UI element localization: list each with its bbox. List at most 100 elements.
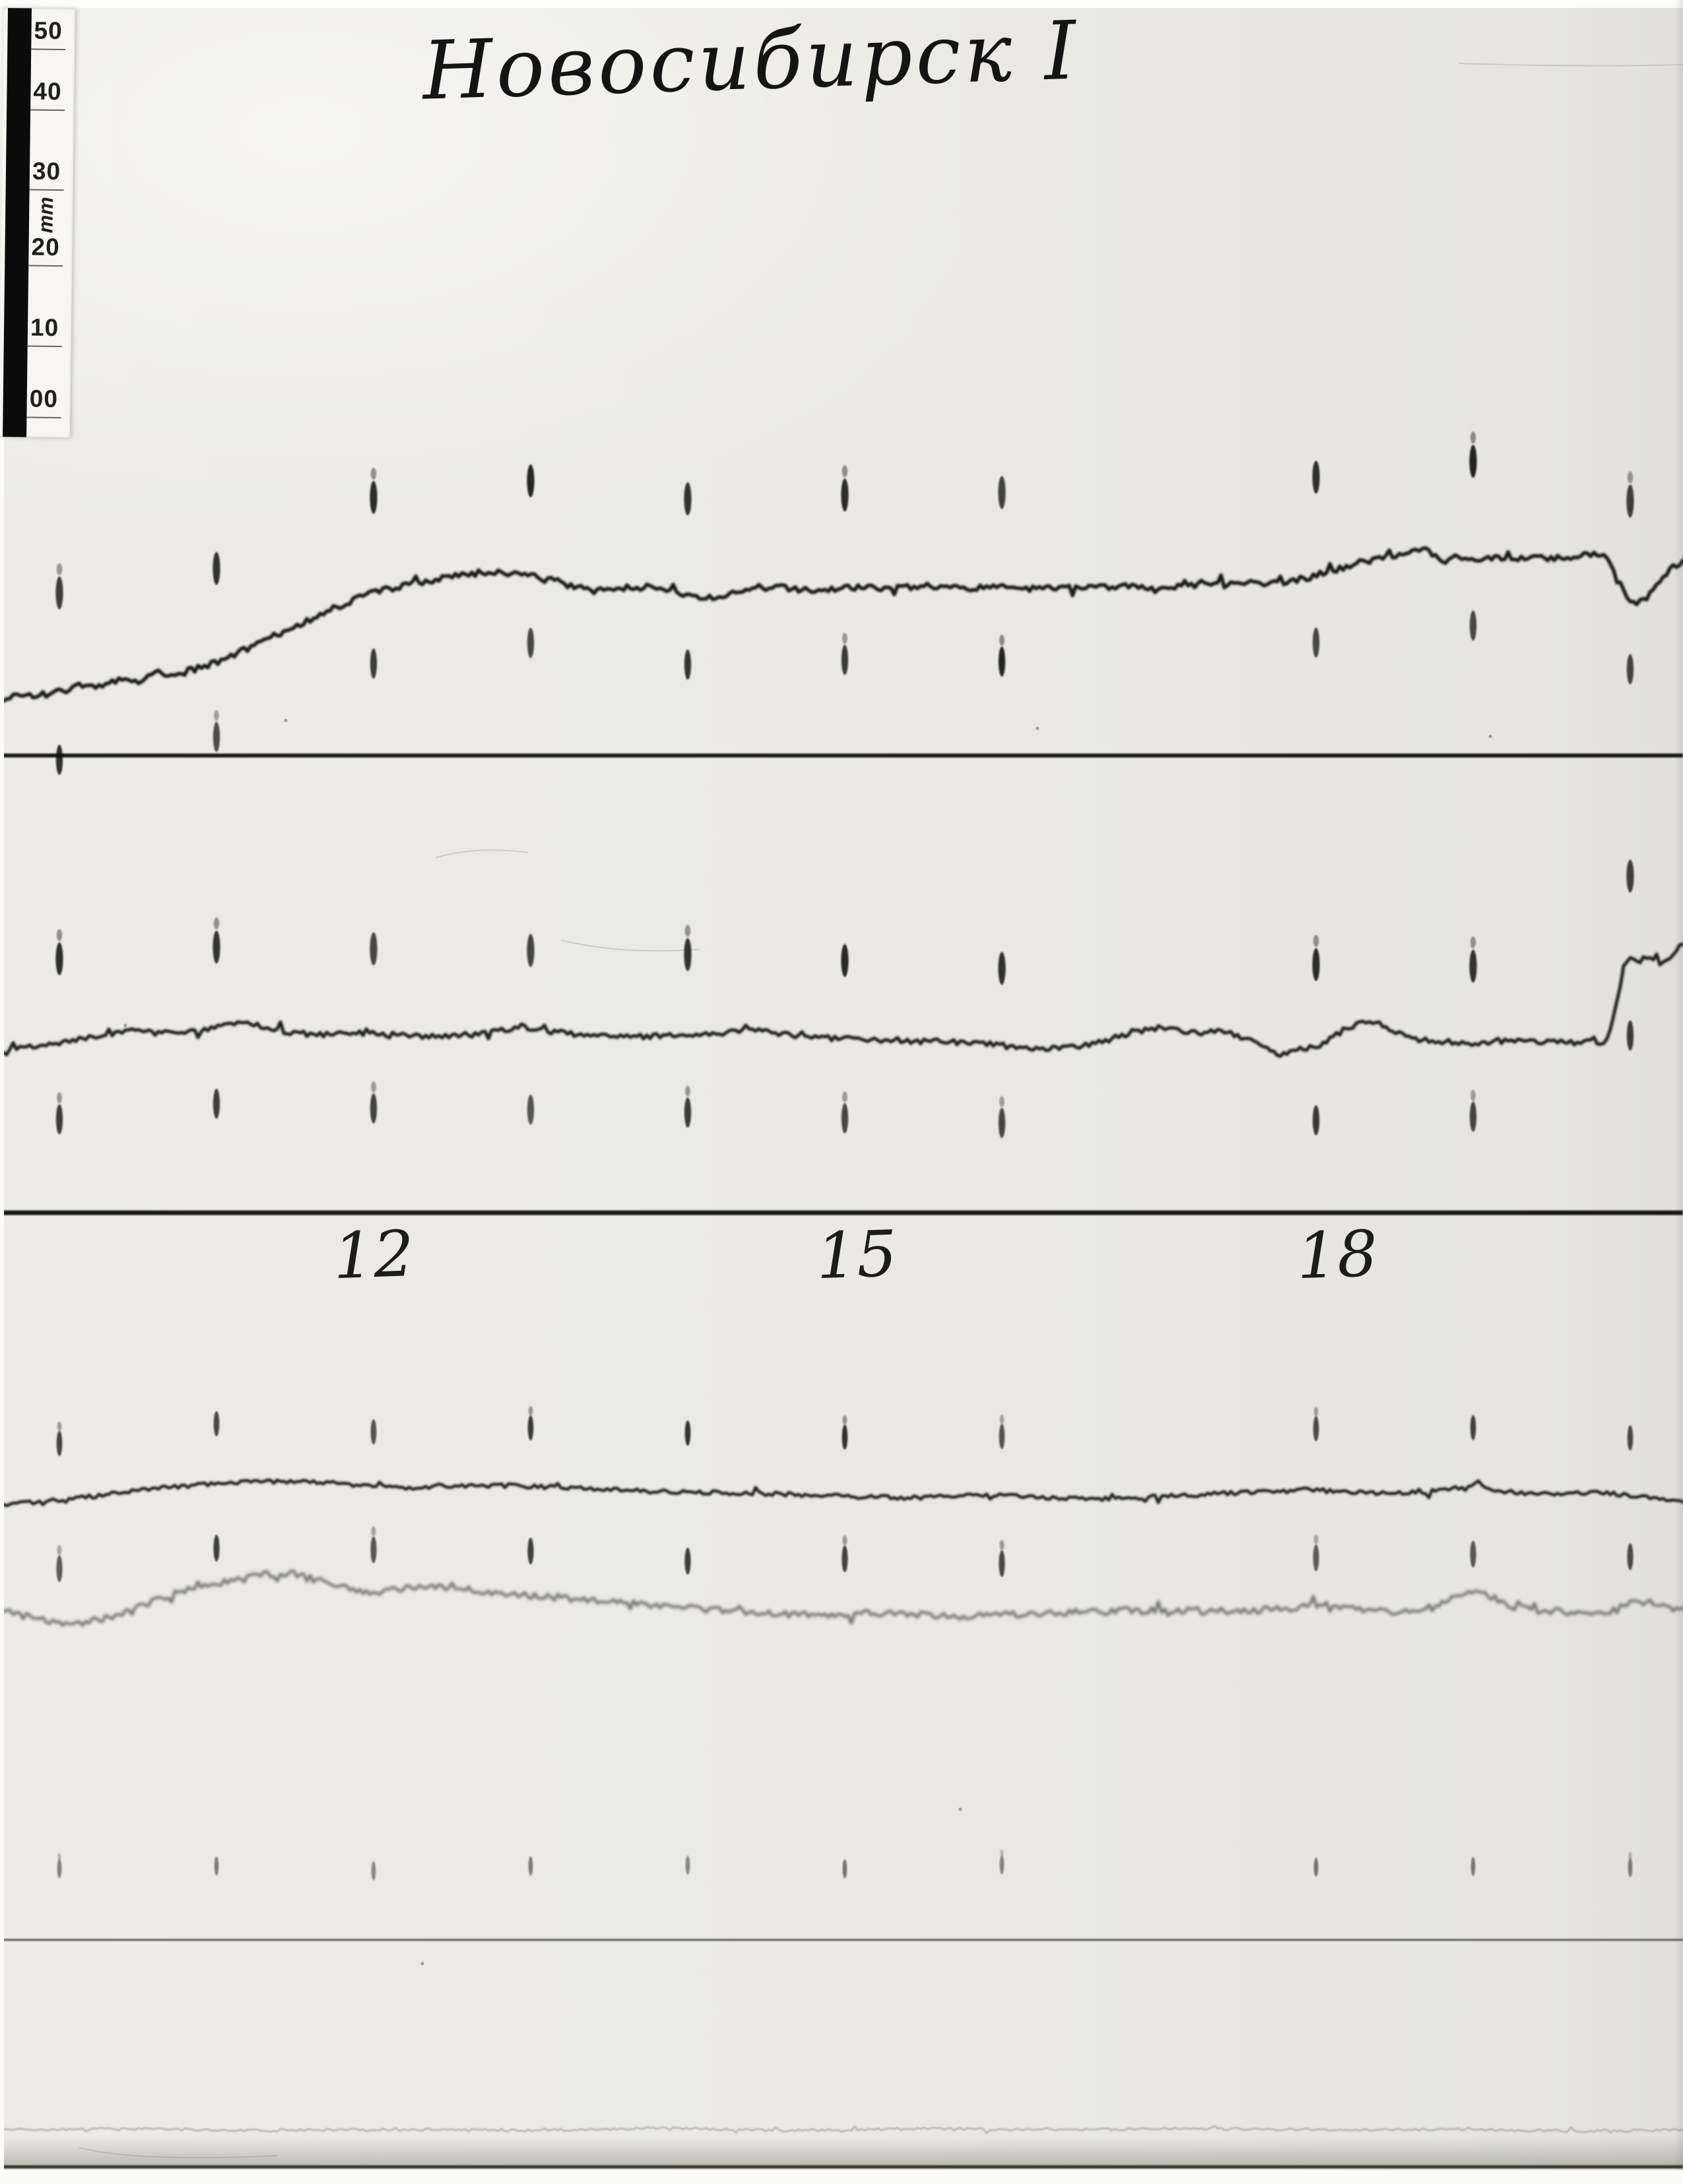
hour-tick-mark bbox=[213, 1088, 220, 1119]
hour-tick-mark bbox=[999, 1855, 1005, 1875]
hour-tick-dot bbox=[999, 1540, 1005, 1550]
hour-tick-dot bbox=[1313, 1407, 1319, 1417]
hour-tick-mark bbox=[1626, 654, 1634, 685]
hour-tick-mark bbox=[527, 464, 535, 498]
hour-tick-dot bbox=[1313, 1534, 1319, 1545]
hour-tick-mark bbox=[1312, 1105, 1320, 1136]
hour-tick-dot bbox=[370, 467, 377, 480]
hour-tick-dot bbox=[1627, 471, 1634, 484]
hour-label: 15 bbox=[815, 1216, 898, 1294]
hour-tick-mark bbox=[1628, 1857, 1633, 1877]
hour-tick-mark bbox=[841, 944, 849, 977]
hour-tick-dot bbox=[685, 1085, 690, 1097]
hour-tick-mark bbox=[1627, 1425, 1634, 1451]
hour-tick-mark bbox=[370, 1093, 378, 1124]
hour-tick-dot bbox=[1470, 936, 1476, 949]
hour-tick-dot bbox=[57, 1092, 62, 1104]
hour-tick-dot bbox=[57, 1853, 61, 1861]
hour-tick-mark bbox=[370, 1536, 377, 1564]
hour-tick-mark bbox=[1626, 859, 1634, 893]
ruler-mark: 10 bbox=[30, 313, 59, 342]
hour-tick-mark bbox=[55, 942, 63, 976]
hour-tick-mark bbox=[685, 1855, 690, 1875]
hour-tick-mark bbox=[1626, 1020, 1634, 1051]
hour-tick-mark bbox=[684, 1097, 692, 1128]
hour-tick-dot bbox=[371, 1526, 376, 1537]
crease-mark bbox=[435, 849, 529, 858]
trace-2-path bbox=[0, 942, 1683, 1058]
hour-tick-mark bbox=[527, 1094, 535, 1125]
trace-5-path bbox=[0, 2125, 1683, 2135]
hour-tick-mark bbox=[1627, 1543, 1634, 1570]
hour-tick-mark bbox=[527, 934, 535, 967]
ruler-black-bar bbox=[3, 8, 32, 437]
ruler-mark: 00 bbox=[29, 385, 59, 413]
hour-tick-mark bbox=[1469, 610, 1477, 641]
hour-tick-dot bbox=[1470, 432, 1476, 444]
hour-tick-mark bbox=[1313, 1544, 1319, 1572]
hour-tick-mark bbox=[998, 646, 1006, 677]
paper-edge-top bbox=[0, 0, 1683, 8]
scanner-background-bottom bbox=[0, 2170, 1683, 2184]
ruler-unit-label: mm bbox=[34, 197, 58, 234]
hour-tick-mark bbox=[213, 552, 220, 585]
hour-tick-mark bbox=[57, 1859, 62, 1879]
hour-tick-dot bbox=[1313, 934, 1319, 947]
hour-tick-mark bbox=[1312, 461, 1320, 494]
ruler-mark: 40 bbox=[33, 77, 62, 106]
hour-tick-mark bbox=[55, 744, 63, 775]
hour-tick-dot bbox=[684, 924, 691, 937]
hour-tick-mark bbox=[370, 480, 378, 514]
ruler-mark: 30 bbox=[32, 157, 61, 185]
trace-4-path bbox=[0, 1569, 1683, 1627]
dust-speck bbox=[958, 1807, 962, 1811]
station-title: Новосибирск I bbox=[421, 3, 1081, 118]
hour-tick-mark bbox=[842, 1859, 847, 1879]
ruler-tick-line bbox=[31, 48, 66, 51]
hour-tick-mark bbox=[55, 1104, 63, 1135]
hour-tick-mark bbox=[841, 1103, 849, 1134]
hour-tick-mark bbox=[213, 1534, 220, 1562]
hour-tick-mark bbox=[1626, 484, 1634, 518]
hour-tick-mark bbox=[1470, 1540, 1476, 1568]
hour-tick-dot bbox=[999, 634, 1005, 646]
hour-tick-dot bbox=[56, 929, 63, 942]
paper-bottom-edge bbox=[0, 2165, 1683, 2169]
hour-tick-mark bbox=[371, 1861, 376, 1880]
divider-1 bbox=[0, 754, 1683, 757]
hour-tick-dot bbox=[842, 633, 847, 644]
hour-tick-mark bbox=[527, 627, 535, 658]
hour-tick-mark bbox=[999, 1423, 1005, 1450]
hour-label: 12 bbox=[332, 1216, 415, 1294]
crease-mark bbox=[560, 940, 700, 952]
ruler-tick-line bbox=[26, 416, 61, 419]
hour-tick-mark bbox=[56, 1555, 63, 1582]
dust-speck bbox=[284, 719, 288, 723]
dust-speck bbox=[420, 1962, 424, 1966]
hour-tick-dot bbox=[56, 563, 63, 575]
hour-tick-mark bbox=[1470, 1857, 1476, 1877]
hour-tick-mark bbox=[684, 938, 692, 971]
hour-tick-mark bbox=[1313, 1416, 1319, 1442]
ruler-tick-line bbox=[30, 109, 65, 112]
hour-tick-mark bbox=[1470, 1415, 1476, 1440]
bottom-shade-band bbox=[0, 2136, 1683, 2166]
hour-tick-mark bbox=[684, 649, 692, 680]
hour-tick-mark bbox=[213, 1411, 220, 1436]
hour-tick-mark bbox=[998, 951, 1006, 985]
ruler-mark: 50 bbox=[34, 16, 63, 45]
ruler-tick-line bbox=[28, 265, 63, 267]
hour-tick-mark bbox=[1312, 947, 1320, 981]
hour-tick-dot bbox=[842, 1535, 847, 1545]
hour-tick-mark bbox=[684, 482, 692, 516]
trace-3-path bbox=[0, 1478, 1683, 1509]
hour-tick-mark bbox=[1469, 1101, 1477, 1132]
hour-tick-mark bbox=[1312, 627, 1320, 658]
hour-tick-mark bbox=[213, 930, 220, 964]
hour-tick-dot bbox=[371, 1081, 376, 1093]
hour-tick-mark bbox=[841, 645, 849, 675]
paper-edge-right bbox=[1674, 0, 1683, 2184]
hour-tick-dot bbox=[999, 1096, 1005, 1107]
